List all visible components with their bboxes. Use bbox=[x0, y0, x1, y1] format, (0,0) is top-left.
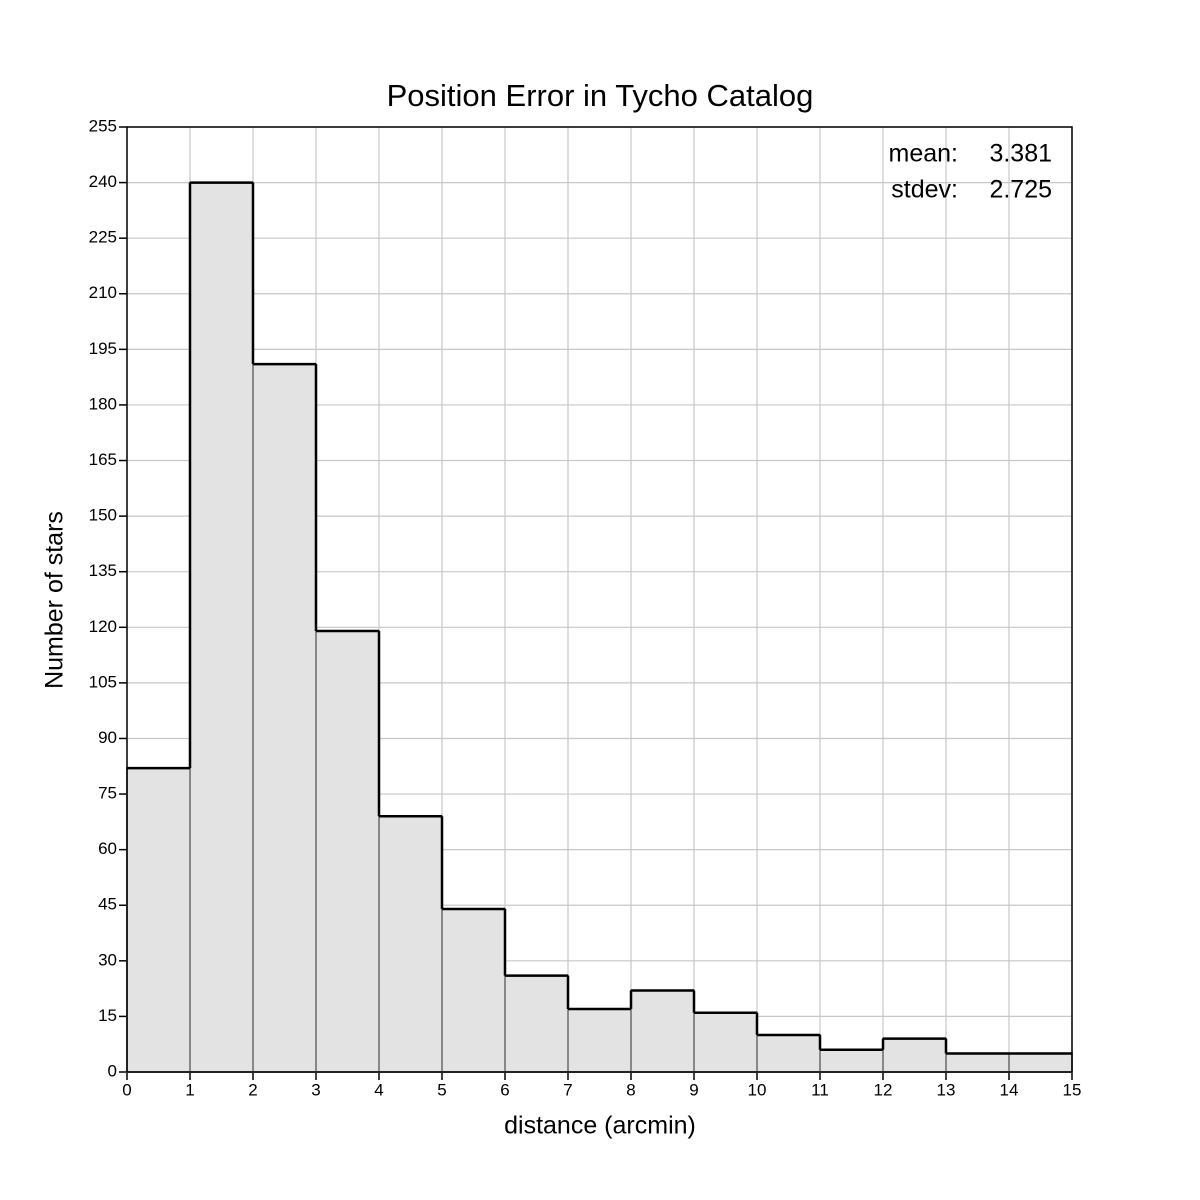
bar bbox=[756, 1033, 821, 1073]
x-tick-label: 6 bbox=[500, 1080, 509, 1099]
y-tick-label: 135 bbox=[89, 561, 117, 580]
y-tick-label: 60 bbox=[98, 839, 117, 858]
annotation-value: 3.381 bbox=[989, 140, 1052, 168]
x-tick-label: 3 bbox=[311, 1080, 320, 1099]
x-tick-label: 1 bbox=[185, 1080, 194, 1099]
x-tick-label: 4 bbox=[374, 1080, 383, 1099]
y-tick-label: 45 bbox=[98, 895, 117, 914]
y-tick-label: 240 bbox=[89, 172, 117, 191]
x-axis-label: distance (arcmin) bbox=[504, 1112, 696, 1140]
annotation-label: stdev: bbox=[891, 176, 958, 204]
x-tick-label: 8 bbox=[626, 1080, 635, 1099]
bar bbox=[630, 989, 695, 1073]
x-tick-label: 0 bbox=[122, 1080, 131, 1099]
bar bbox=[819, 1048, 884, 1073]
bar bbox=[189, 181, 254, 1073]
x-tick-label: 12 bbox=[874, 1080, 893, 1099]
y-tick-label: 105 bbox=[89, 672, 117, 691]
x-tick-label: 15 bbox=[1063, 1080, 1082, 1099]
bar bbox=[315, 630, 380, 1073]
bar bbox=[945, 1052, 1010, 1073]
chart-title: Position Error in Tycho Catalog bbox=[387, 78, 814, 113]
x-tick-label: 9 bbox=[689, 1080, 698, 1099]
x-tick-label: 5 bbox=[437, 1080, 446, 1099]
y-tick-label: 165 bbox=[89, 450, 117, 469]
y-tick-label: 180 bbox=[89, 394, 117, 413]
annotation-value: 2.725 bbox=[989, 176, 1052, 204]
y-tick-label: 15 bbox=[98, 1006, 117, 1025]
bar bbox=[126, 767, 191, 1074]
annotation-label: mean: bbox=[889, 140, 958, 168]
bar bbox=[504, 974, 569, 1073]
y-tick-label: 225 bbox=[89, 228, 117, 247]
x-tick-label: 7 bbox=[563, 1080, 572, 1099]
x-tick-label: 11 bbox=[811, 1080, 829, 1099]
bar bbox=[567, 1008, 632, 1073]
bar bbox=[693, 1011, 758, 1073]
y-tick-label: 75 bbox=[98, 784, 117, 803]
y-tick-label: 150 bbox=[89, 506, 117, 525]
plot-frame bbox=[126, 126, 1073, 1073]
bar bbox=[882, 1037, 947, 1074]
bar bbox=[378, 815, 443, 1074]
x-tick-label: 13 bbox=[937, 1080, 956, 1099]
y-tick-label: 90 bbox=[98, 728, 117, 747]
y-tick-label: 30 bbox=[98, 950, 117, 969]
y-axis-label: Number of stars bbox=[41, 511, 69, 689]
bar bbox=[252, 363, 317, 1074]
bar bbox=[441, 907, 506, 1073]
y-tick-label: 195 bbox=[89, 339, 117, 358]
x-tick-label: 10 bbox=[748, 1080, 767, 1099]
bar bbox=[1008, 1052, 1073, 1073]
x-tick-label: 14 bbox=[1000, 1080, 1019, 1099]
y-tick-label: 120 bbox=[89, 617, 117, 636]
y-tick-label: 0 bbox=[108, 1061, 117, 1080]
y-tick-label: 255 bbox=[89, 116, 117, 135]
x-tick-label: 2 bbox=[248, 1080, 257, 1099]
y-tick-label: 210 bbox=[89, 283, 117, 302]
